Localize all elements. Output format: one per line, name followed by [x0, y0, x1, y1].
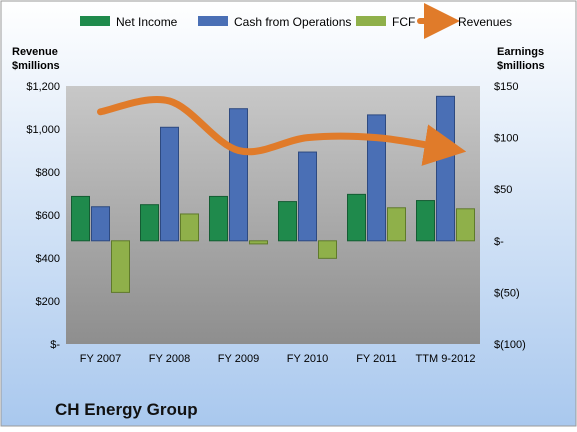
- fcf-bar: [318, 240, 337, 259]
- cash-from-operations-bar: [436, 95, 455, 242]
- net-income-bar: [347, 193, 366, 242]
- fcf-bar: [180, 213, 199, 242]
- right-axis-ticks: $(100) $(50) $- $50 $100 $150: [494, 81, 526, 351]
- x-tick-label: TTM 9-2012: [416, 353, 476, 365]
- left-tick-label: $400: [36, 253, 60, 265]
- fcf-bar: [111, 240, 130, 293]
- left-tick-label: $800: [36, 167, 60, 179]
- left-tick-label: $200: [36, 296, 60, 308]
- cash-from-operations-bar: [229, 108, 248, 242]
- legend-label-revenues: Revenues: [458, 15, 512, 29]
- right-axis-title-line2: $millions: [497, 60, 545, 72]
- bars: [71, 95, 475, 293]
- right-tick-label: $50: [494, 184, 512, 196]
- fcf-bar: [387, 207, 406, 242]
- legend-label-net-income: Net Income: [116, 15, 178, 29]
- legend-label-fcf: FCF: [392, 15, 415, 29]
- net-income-bar: [140, 204, 159, 242]
- cash-from-operations-bar: [367, 114, 386, 242]
- left-tick-label: $600: [36, 210, 60, 222]
- right-tick-label: $-: [494, 236, 504, 248]
- right-tick-label: $150: [494, 81, 518, 93]
- legend-swatch-net-income: [80, 16, 110, 26]
- left-tick-label: $1,000: [26, 124, 60, 136]
- net-income-bar: [278, 201, 297, 242]
- left-axis-ticks: $- $200 $400 $600 $800 $1,000 $1,200: [26, 81, 60, 351]
- legend-swatch-cash-from-operations: [198, 16, 228, 26]
- revenues-line: [97, 96, 467, 166]
- left-tick-label: $1,200: [26, 81, 60, 93]
- right-tick-label: $100: [494, 133, 518, 145]
- right-tick-label: $(50): [494, 287, 520, 299]
- cash-from-operations-bar: [160, 126, 179, 242]
- revenue-line-group: [97, 96, 467, 166]
- net-income-bar: [209, 195, 228, 242]
- legend: Net Income Cash from Operations FCF Reve…: [80, 3, 512, 39]
- x-tick-label: FY 2007: [80, 353, 121, 365]
- left-axis-title-line1: Revenue: [12, 46, 58, 58]
- cash-from-operations-bar: [298, 151, 317, 242]
- fcf-bar: [249, 240, 268, 245]
- right-axis-title-line1: Earnings: [497, 46, 544, 58]
- x-axis-ticks: FY 2007 FY 2008 FY 2009 FY 2010 FY 2011 TTM 9…: [80, 353, 476, 365]
- plot-area: [66, 86, 480, 344]
- x-tick-label: FY 2010: [287, 353, 328, 365]
- right-tick-label: $(100): [494, 339, 526, 351]
- legend-swatch-fcf: [356, 16, 386, 26]
- cash-from-operations-bar: [91, 206, 110, 242]
- net-income-bar: [71, 195, 90, 242]
- x-tick-label: FY 2008: [149, 353, 190, 365]
- legend-label-cash-from-operations: Cash from Operations: [234, 15, 351, 29]
- net-income-bar: [416, 200, 435, 242]
- left-axis-title-line2: $millions: [12, 60, 60, 72]
- x-tick-label: FY 2011: [356, 353, 397, 365]
- company-name: CH Energy Group: [55, 400, 198, 419]
- left-tick-label: $-: [50, 339, 60, 351]
- fcf-bar: [456, 208, 475, 242]
- x-tick-label: FY 2009: [218, 353, 259, 365]
